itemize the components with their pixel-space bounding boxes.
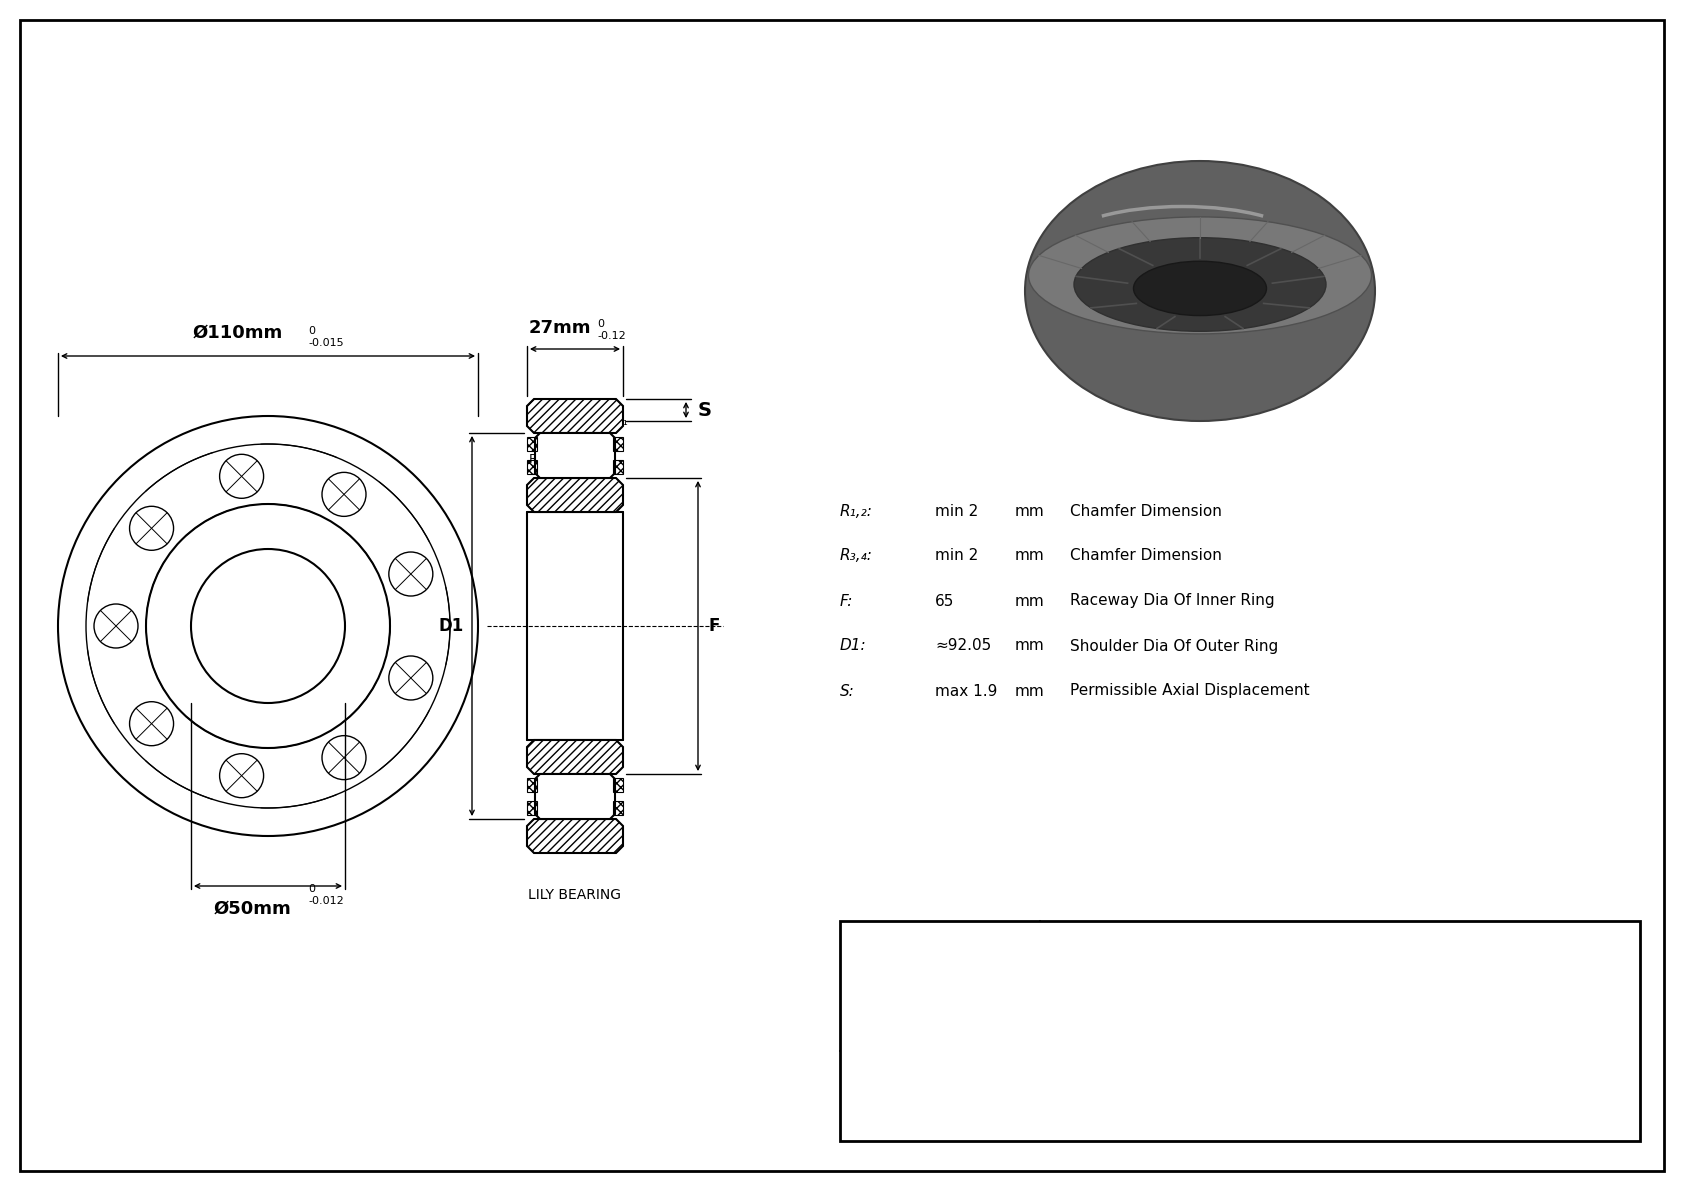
Bar xyxy=(527,437,537,451)
Ellipse shape xyxy=(1133,261,1266,316)
Text: LILY BEARING: LILY BEARING xyxy=(529,888,621,902)
Bar xyxy=(527,460,537,474)
Bar xyxy=(613,778,623,792)
Text: R₄: R₄ xyxy=(539,482,552,495)
Text: S: S xyxy=(697,400,712,419)
Text: 0: 0 xyxy=(308,326,315,336)
Polygon shape xyxy=(536,774,615,819)
Text: Chamfer Dimension: Chamfer Dimension xyxy=(1069,504,1223,518)
Text: mm: mm xyxy=(1015,504,1044,518)
Text: -0.12: -0.12 xyxy=(598,331,626,341)
Text: mm: mm xyxy=(1015,684,1044,698)
Polygon shape xyxy=(527,740,623,774)
Text: D1:: D1: xyxy=(840,638,867,654)
Text: max 1.9: max 1.9 xyxy=(935,684,997,698)
Text: Ø110mm: Ø110mm xyxy=(194,324,283,342)
Text: S:: S: xyxy=(840,684,855,698)
Text: SHANGHAI LILY BEARING LIMITED: SHANGHAI LILY BEARING LIMITED xyxy=(1170,959,1509,977)
Text: R₁,₂:: R₁,₂: xyxy=(840,504,872,518)
Text: 27mm: 27mm xyxy=(529,319,591,337)
Ellipse shape xyxy=(1029,217,1371,333)
Ellipse shape xyxy=(1074,238,1325,331)
Text: 65: 65 xyxy=(935,593,955,609)
Text: F: F xyxy=(707,617,719,635)
Text: ≈92.05: ≈92.05 xyxy=(935,638,992,654)
Text: min 2: min 2 xyxy=(935,504,978,518)
Text: min 2: min 2 xyxy=(935,549,978,563)
Text: mm: mm xyxy=(1015,638,1044,654)
Text: ®: ® xyxy=(999,956,1014,972)
Bar xyxy=(527,802,537,815)
Ellipse shape xyxy=(1026,161,1376,420)
Text: Email: lilybearing@lily-bearing.com: Email: lilybearing@lily-bearing.com xyxy=(1218,993,1463,1008)
Text: Shoulder Dia Of Outer Ring: Shoulder Dia Of Outer Ring xyxy=(1069,638,1278,654)
Bar xyxy=(840,921,1640,1141)
Polygon shape xyxy=(527,819,623,853)
Polygon shape xyxy=(527,399,623,434)
Text: Part
Number: Part Number xyxy=(909,1079,970,1114)
Polygon shape xyxy=(536,434,615,478)
Text: -0.012: -0.012 xyxy=(308,896,344,906)
Text: LILY: LILY xyxy=(884,962,995,1010)
Text: D1: D1 xyxy=(440,617,465,635)
Text: -0.015: -0.015 xyxy=(308,338,344,348)
Text: NU 310 ECML Cylindrical Roller Bearings: NU 310 ECML Cylindrical Roller Bearings xyxy=(1152,1087,1529,1105)
Text: Raceway Dia Of Inner Ring: Raceway Dia Of Inner Ring xyxy=(1069,593,1275,609)
Polygon shape xyxy=(527,478,623,512)
Bar xyxy=(527,778,537,792)
Text: F:: F: xyxy=(840,593,854,609)
Bar xyxy=(613,437,623,451)
Text: R₁: R₁ xyxy=(615,414,628,428)
Text: 0: 0 xyxy=(598,319,605,329)
Text: R₂: R₂ xyxy=(537,417,551,430)
Text: R₃,₄:: R₃,₄: xyxy=(840,549,872,563)
Text: Ø50mm: Ø50mm xyxy=(214,900,291,918)
Bar xyxy=(613,802,623,815)
Text: mm: mm xyxy=(1015,549,1044,563)
Text: Permissible Axial Displacement: Permissible Axial Displacement xyxy=(1069,684,1310,698)
Bar xyxy=(613,460,623,474)
Text: Chamfer Dimension: Chamfer Dimension xyxy=(1069,549,1223,563)
Text: R₃: R₃ xyxy=(529,453,542,466)
Text: 0: 0 xyxy=(308,884,315,894)
Text: mm: mm xyxy=(1015,593,1044,609)
